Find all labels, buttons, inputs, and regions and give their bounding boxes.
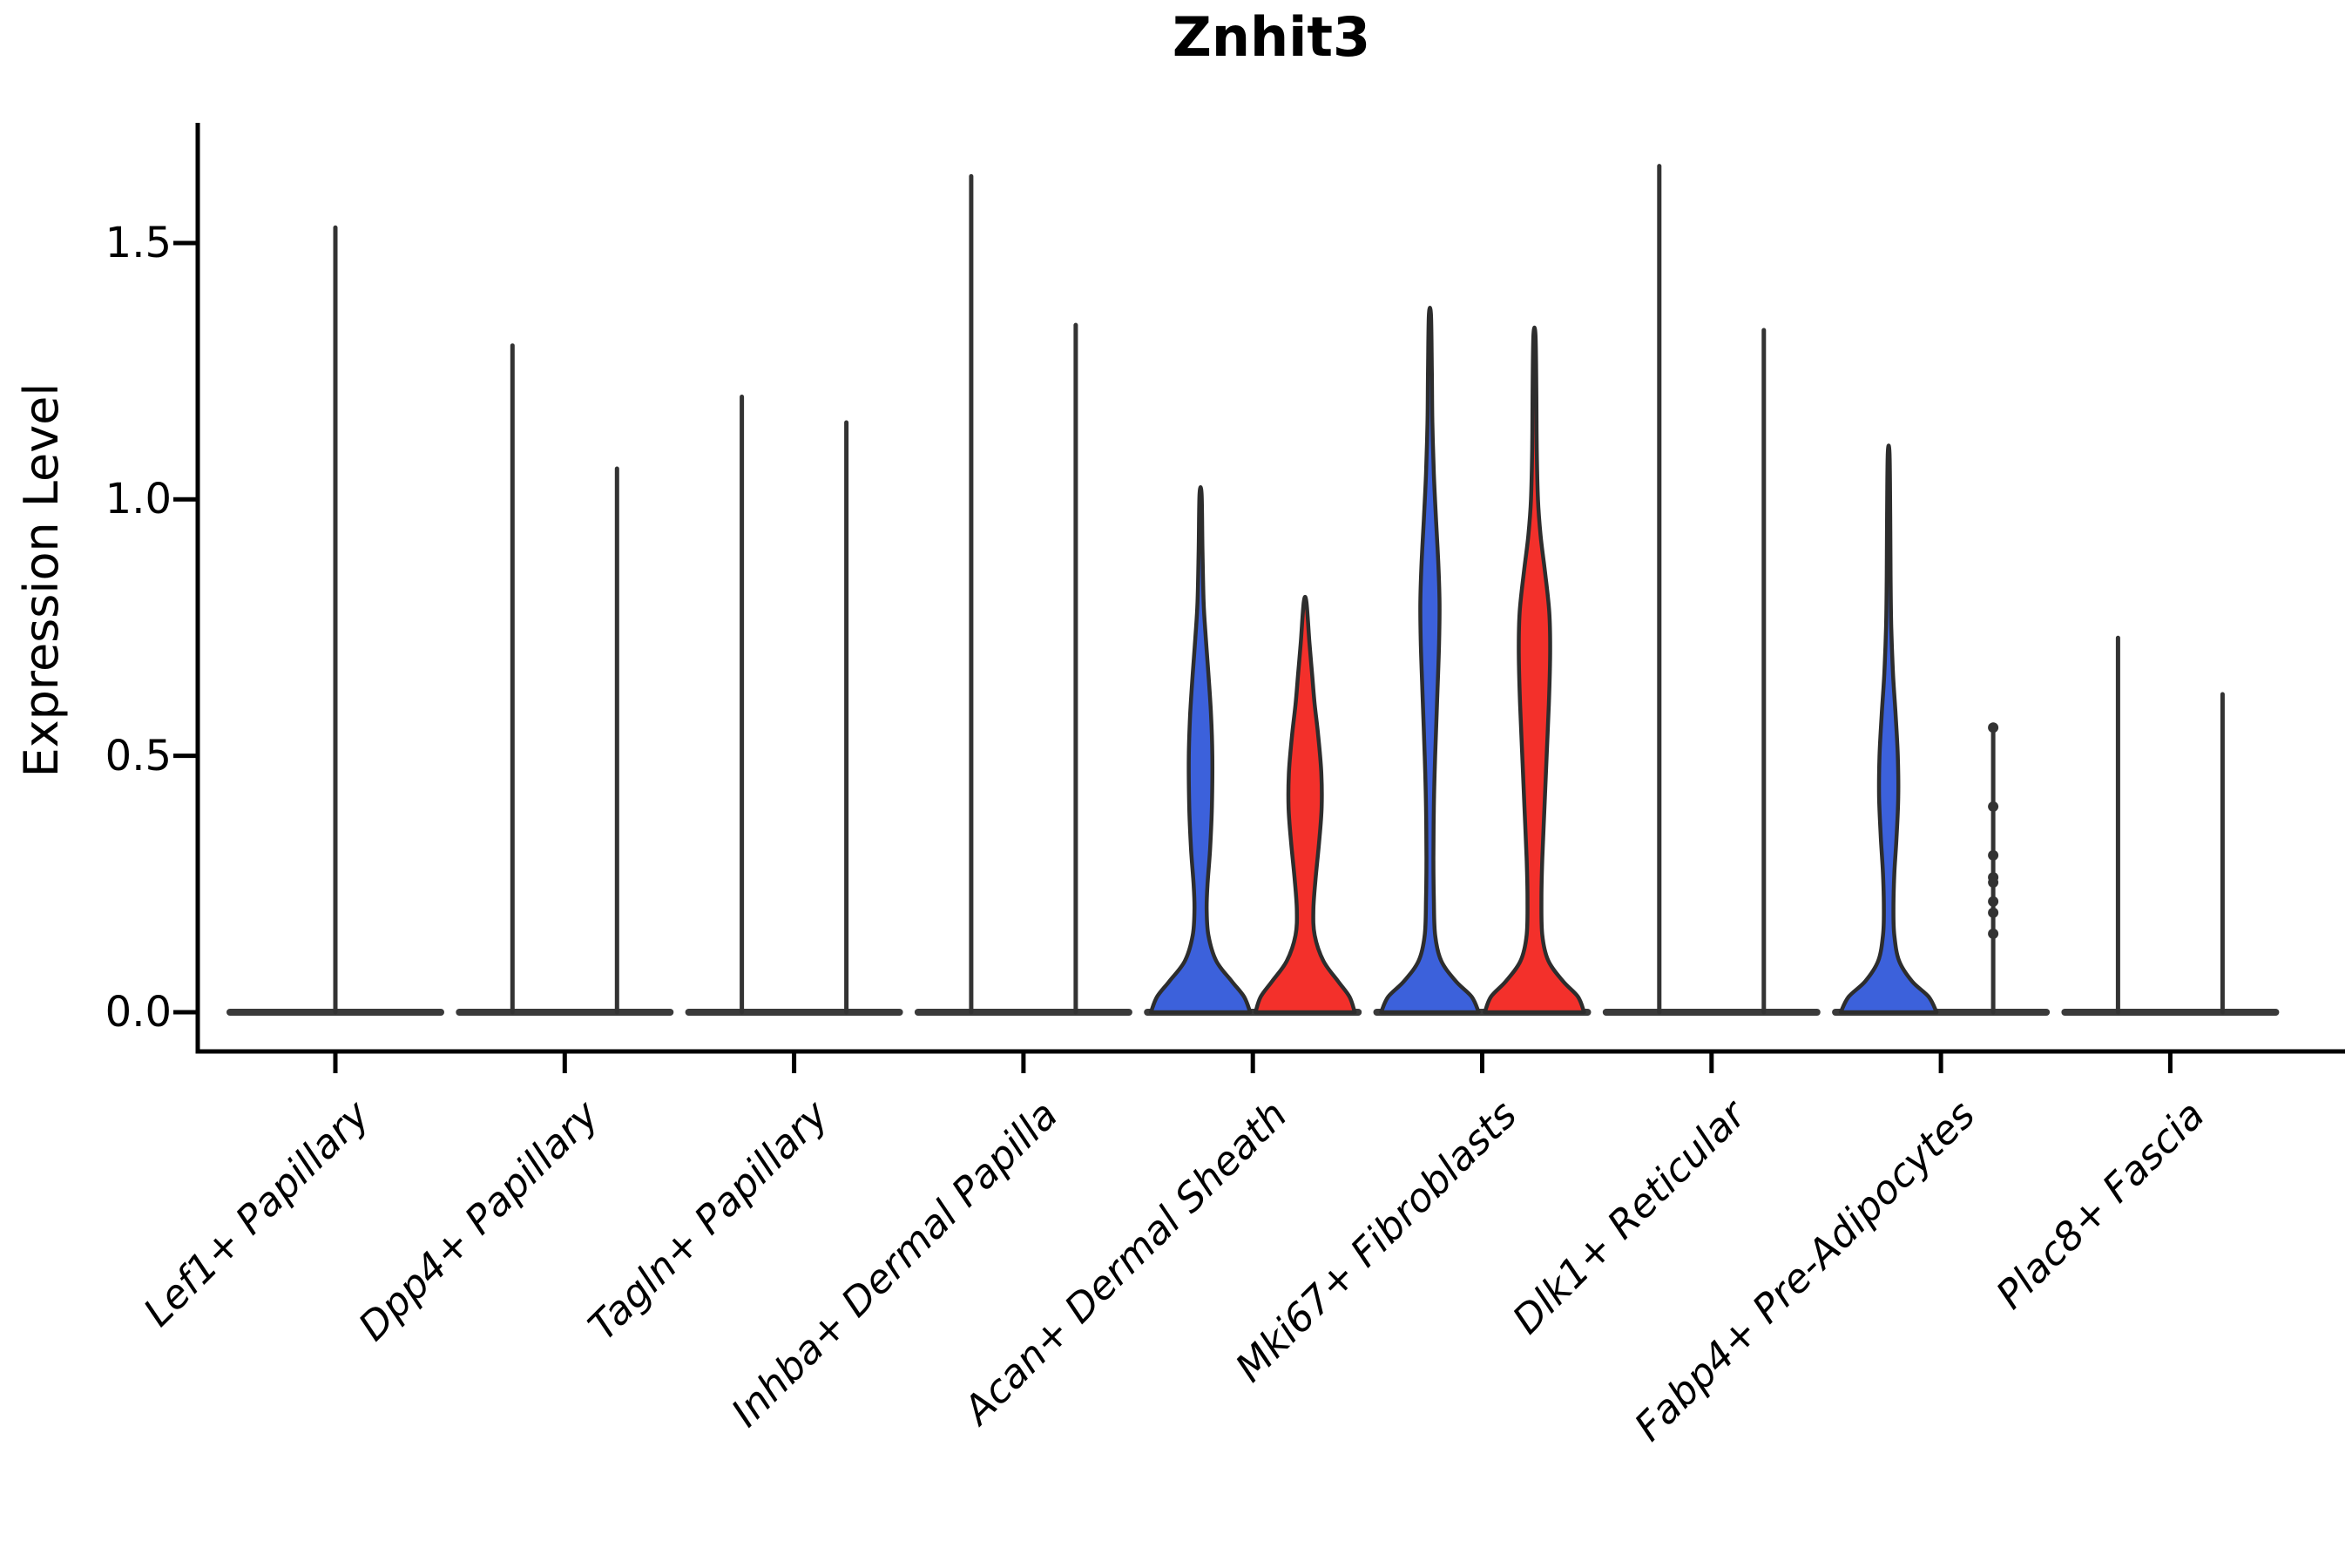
y-tick-label: 1.5 (105, 218, 172, 267)
expression-point (1988, 928, 1999, 939)
expression-point (1988, 722, 1999, 733)
y-tick-label: 0.5 (105, 731, 172, 781)
y-tick-label: 1.0 (105, 475, 172, 524)
violin-body (1379, 306, 1481, 1015)
expression-point (1988, 907, 1999, 918)
violin-body (1148, 485, 1253, 1015)
expression-point (1988, 872, 1999, 883)
expression-point (1988, 849, 1999, 861)
violin-body (1253, 594, 1357, 1015)
violin-body (1838, 443, 1939, 1015)
chart-title: Znhit3 (1172, 5, 1371, 69)
y-tick-label: 0.0 (105, 988, 172, 1037)
violin-body (1483, 325, 1586, 1015)
expression-point (1988, 896, 1999, 907)
expression-point (1988, 801, 1999, 812)
